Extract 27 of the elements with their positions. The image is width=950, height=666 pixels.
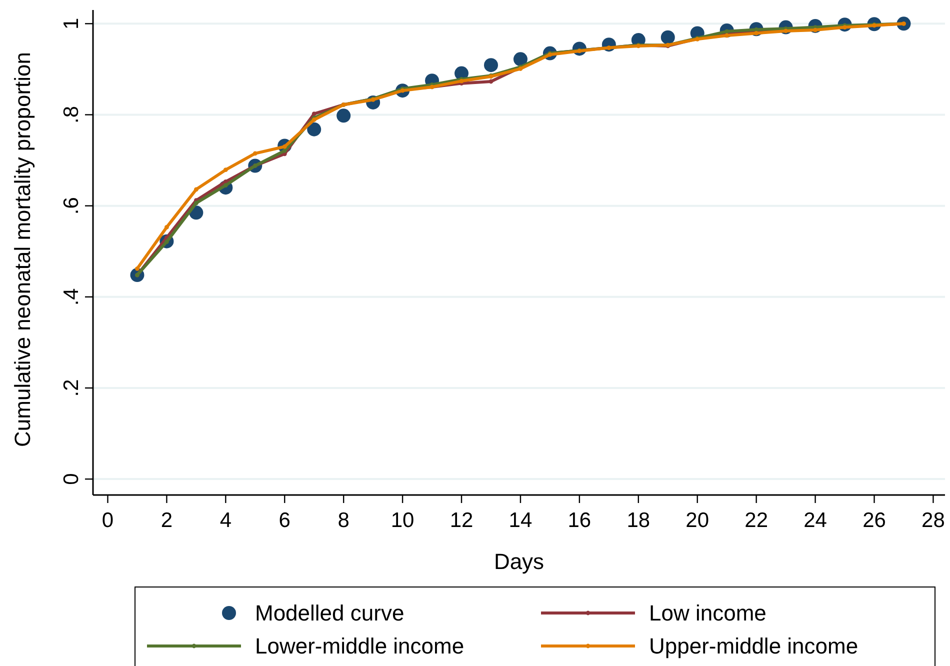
x-tick-label: 24 <box>804 509 828 532</box>
y-tick-label: .4 <box>60 288 83 306</box>
y-tick-label: .2 <box>60 379 83 397</box>
x-tick-label: 18 <box>626 509 650 532</box>
x-tick-label: 14 <box>508 509 532 532</box>
legend-label: Modelled curve <box>255 600 404 626</box>
x-tick-label: 26 <box>862 509 886 532</box>
x-tick-label: 4 <box>220 509 232 532</box>
y-tick-label: 1 <box>60 18 83 30</box>
x-tick-label: 6 <box>278 509 290 532</box>
x-tick-label: 0 <box>102 509 114 532</box>
x-tick-label: 20 <box>686 509 710 532</box>
x-tick-label: 12 <box>450 509 474 532</box>
x-tick-label: 8 <box>338 509 350 532</box>
x-axis-title: Days <box>494 549 544 574</box>
y-tick-label: 0 <box>60 473 83 485</box>
legend-label: Low income <box>649 600 766 626</box>
x-tick-label: 10 <box>390 509 414 532</box>
y-tick-label: .6 <box>60 197 83 215</box>
x-tick-label: 28 <box>922 509 945 532</box>
x-tick-label: 2 <box>160 509 173 532</box>
y-axis-title: Cumulative neonatal mortality proportion <box>10 52 35 447</box>
legend-label: Lower-middle income <box>255 634 464 659</box>
legend-label: Upper-middle income <box>649 634 858 659</box>
x-tick-label: 16 <box>568 509 592 532</box>
y-tick-label: .8 <box>60 106 83 124</box>
x-tick-label: 22 <box>744 509 768 532</box>
